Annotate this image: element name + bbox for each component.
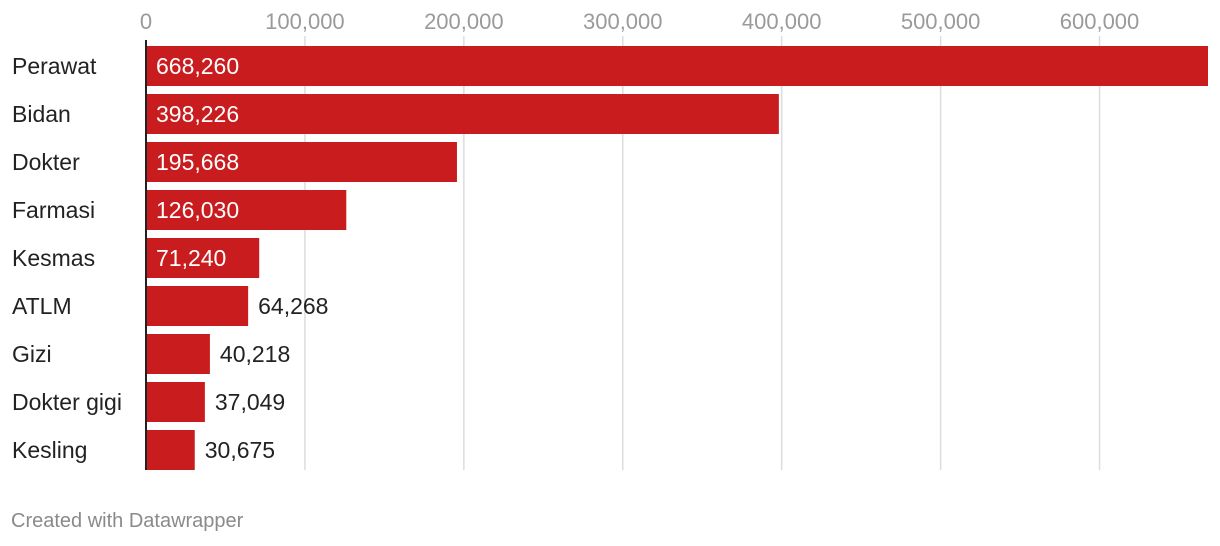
x-tick-label: 400,000 [742,9,822,34]
category-label: Gizi [12,341,52,367]
bar [146,334,210,374]
category-label: Kesmas [12,245,95,271]
x-tick-label: 0 [140,9,152,34]
category-label: Kesling [12,437,87,463]
x-axis-ticks: 0 100,000 200,000 300,000 400,000 500,000 600,… [140,9,1139,34]
value-label: 126,030 [156,197,239,223]
bar [146,238,260,278]
bar [146,46,1208,86]
value-label: 30,675 [205,437,275,463]
value-label: 64,268 [258,293,328,319]
category-labels: Perawat Bidan Dokter Farmasi Kesmas ATLM Gizi D… [12,53,122,463]
bar-chart: 0 100,000 200,000 300,000 400,000 500,000 600,… [12,9,1208,470]
category-label: Dokter [12,149,80,175]
value-label: 668,260 [156,53,239,79]
category-label: Dokter gigi [12,389,122,415]
bar [146,430,195,470]
value-label: 398,226 [156,101,239,127]
bar [146,286,249,326]
x-tick-label: 200,000 [424,9,504,34]
x-tick-label: 500,000 [901,9,981,34]
category-label: Perawat [12,53,97,79]
value-label: 71,240 [156,245,226,271]
bar [146,94,779,134]
value-label: 40,218 [220,341,290,367]
footer-credit: Created with Datawrapper [11,510,244,532]
category-label: ATLM [12,293,72,319]
value-labels: 668,260 398,226 195,668 126,030 71,240 64,268… [156,53,328,463]
category-label: Bidan [12,101,71,127]
x-tick-label: 100,000 [265,9,345,34]
bars [146,46,1208,470]
x-tick-label: 300,000 [583,9,663,34]
category-label: Farmasi [12,197,95,223]
bar [146,382,205,422]
value-label: 37,049 [215,389,285,415]
bar [146,142,457,182]
value-label: 195,668 [156,149,239,175]
bar [146,190,347,230]
x-tick-label: 600,000 [1060,9,1140,34]
